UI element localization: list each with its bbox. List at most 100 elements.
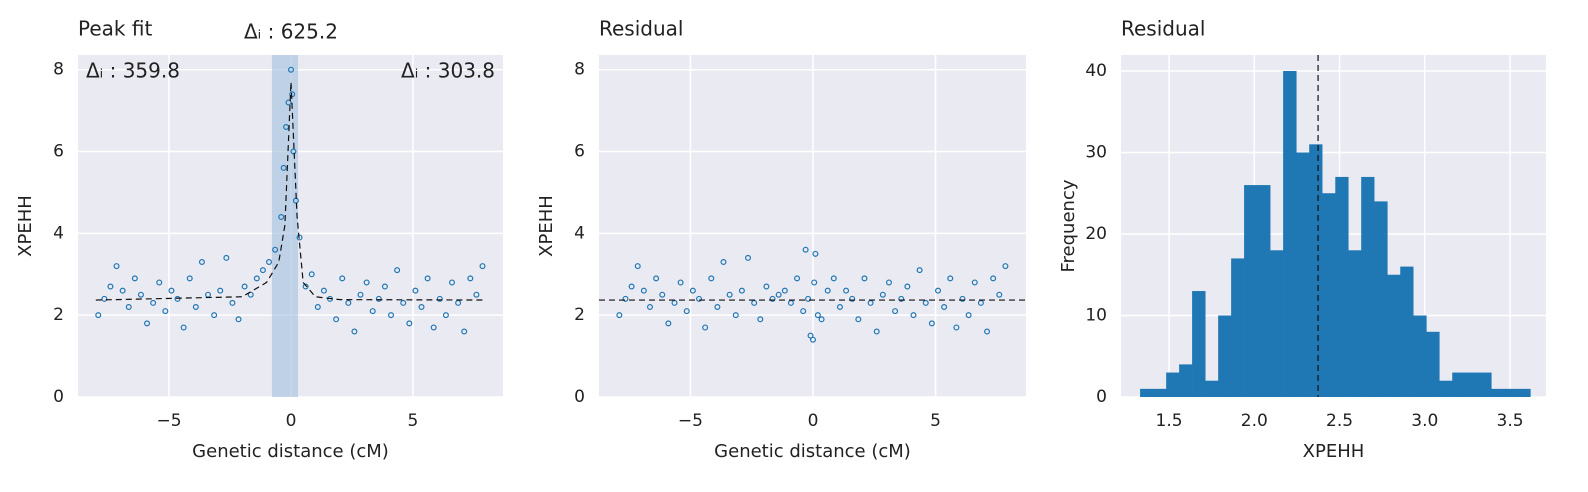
point [253,275,260,282]
point [388,312,395,319]
point [763,283,770,290]
panel-title: Residual [599,17,683,41]
point [984,328,991,335]
point [708,275,715,282]
point [814,312,821,319]
y-tick-label: 6 [574,142,585,162]
point [996,291,1003,298]
bar [1270,250,1284,397]
point [131,275,138,282]
bar [1491,388,1505,397]
bar [1413,315,1427,397]
point [830,275,837,282]
point [855,316,862,323]
x-tick-label: −5 [156,411,181,431]
point [953,324,960,331]
point [634,263,641,270]
bar [1166,372,1180,397]
panel: 1.5 2.0 2.5 3.0 3.5 0 10 20 30 40 Residual XPEHH Fre… [1058,17,1546,462]
point [229,299,236,306]
point [720,259,727,266]
bar [1439,380,1453,397]
point [174,295,181,302]
x-axis-label: XPEHH [1303,441,1365,462]
point [732,312,739,319]
y-tick-label: 10 [1085,305,1107,325]
point [308,271,315,278]
point [622,295,629,302]
point [430,324,437,331]
panel-title: Residual [1121,17,1205,41]
x-tick-label: 0 [808,411,819,431]
point [180,324,187,331]
point [375,295,382,302]
point [400,299,407,306]
x-tick-label: 3.5 [1497,411,1524,431]
point [442,312,449,319]
y-tick-label: 2 [574,305,585,325]
y-tick-label: 2 [53,305,64,325]
bar [1348,250,1362,397]
y-axis-label: XPEHH [15,195,36,257]
bar [1283,70,1297,397]
point [333,316,340,323]
point [394,267,401,274]
point [714,304,721,311]
point [259,267,266,274]
point [156,279,163,286]
point [186,275,193,282]
point [971,279,978,286]
point [818,316,825,323]
bar [1205,380,1219,397]
point [873,328,880,335]
x-tick-label: −5 [678,411,703,431]
y-axis-label: Frequency [1058,179,1079,272]
point [947,275,954,282]
x-tick-label: 2.5 [1326,411,1353,431]
point [461,328,468,335]
point [794,275,801,282]
bar [1140,388,1154,397]
point [290,148,297,155]
point [861,275,868,282]
point [904,283,911,290]
panel: −5 0 5 0 2 4 6 8 Residual Genetic distance (cM) XP… [536,17,1026,462]
point [910,312,917,319]
x-tick-label: 5 [930,411,941,431]
point [757,316,764,323]
x-tick-label: 2.0 [1241,411,1268,431]
y-tick-label: 20 [1085,224,1107,244]
x-tick-label: 3.0 [1411,411,1438,431]
point [107,283,114,290]
point [211,312,218,319]
point [659,291,666,298]
bar [1374,201,1388,397]
y-tick-label: 6 [53,142,64,162]
annotation: Δᵢ : 303.8 [401,59,495,83]
point [738,287,745,294]
point [922,299,929,306]
y-axis-label: XPEHH [536,195,557,257]
point [802,246,809,253]
point [125,304,132,311]
point [812,250,819,257]
y-tick-label: 8 [574,60,585,80]
point [357,291,364,298]
y-tick-label: 4 [53,223,64,243]
point [849,295,856,302]
point [898,295,905,302]
point [95,312,102,319]
point [351,328,358,335]
point [836,304,843,311]
point [137,291,144,298]
point [916,267,923,274]
bar [1361,176,1375,397]
point [800,308,807,315]
x-tick-label: 5 [408,411,419,431]
point [150,299,157,306]
point [363,279,370,286]
point [935,287,942,294]
point [665,320,672,327]
y-tick-label: 0 [574,387,585,407]
point [959,295,966,302]
